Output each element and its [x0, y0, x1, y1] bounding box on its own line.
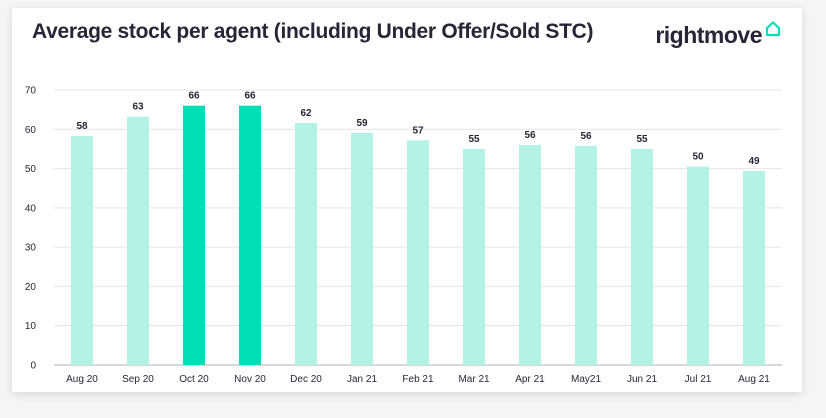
y-tick-label: 10 [25, 321, 37, 332]
data-label: 57 [412, 125, 424, 136]
x-tick-label: Jun 21 [627, 374, 657, 385]
x-tick-label: Mar 21 [458, 374, 490, 385]
bar [239, 105, 261, 365]
y-tick-label: 40 [25, 203, 37, 214]
data-label: 49 [748, 156, 760, 167]
x-tick-label: Aug 21 [738, 374, 770, 385]
bar [295, 123, 317, 365]
x-tick-label: Aug 20 [66, 374, 98, 385]
brand-logo: rightmove [655, 21, 782, 49]
y-tick-label: 60 [25, 125, 37, 136]
x-tick-label: Nov 20 [234, 374, 266, 385]
bar [519, 145, 541, 365]
bar [127, 116, 149, 365]
x-tick-label: Feb 21 [402, 374, 434, 385]
bar [631, 148, 653, 365]
data-label: 58 [76, 121, 88, 132]
bar [183, 105, 205, 365]
bar [743, 170, 765, 365]
data-label: 55 [468, 134, 480, 145]
bar [407, 140, 429, 365]
y-tick-label: 70 [25, 86, 37, 97]
data-label: 63 [132, 102, 144, 113]
x-tick-label: Apr 21 [515, 374, 545, 385]
data-label: 55 [636, 134, 648, 145]
x-tick-label: Jan 21 [347, 374, 377, 385]
chart-title: Average stock per agent (including Under… [32, 20, 594, 43]
bar [687, 166, 709, 365]
x-tick-label: Oct 20 [179, 374, 209, 385]
data-label: 66 [188, 91, 200, 102]
bar-chart: 0 10 20 30 40 50 60 70 58 Aug 20 63 Sep 20 66 Oct 20 6… [25, 86, 782, 385]
house-outline-icon [765, 21, 781, 37]
bar [351, 132, 373, 365]
bar [71, 135, 93, 365]
data-label: 56 [524, 130, 536, 141]
x-tick-label: Dec 20 [290, 374, 322, 385]
y-tick-label: 50 [25, 164, 37, 175]
x-tick-label: May21 [571, 374, 601, 385]
chart-card: Average stock per agent (including Under… [12, 8, 802, 392]
y-tick-label: 0 [30, 361, 36, 372]
y-tick-label: 30 [25, 243, 37, 254]
brand-name: rightmove [655, 22, 762, 48]
x-tick-label: Sep 20 [122, 374, 154, 385]
x-tick-label: Jul 21 [685, 374, 712, 385]
data-label: 56 [580, 131, 592, 142]
bar [575, 145, 597, 365]
bar [463, 148, 485, 365]
data-label: 62 [300, 108, 312, 119]
y-tick-label: 20 [25, 282, 37, 293]
data-label: 59 [356, 118, 368, 129]
data-label: 66 [244, 91, 256, 102]
data-label: 50 [692, 152, 704, 163]
